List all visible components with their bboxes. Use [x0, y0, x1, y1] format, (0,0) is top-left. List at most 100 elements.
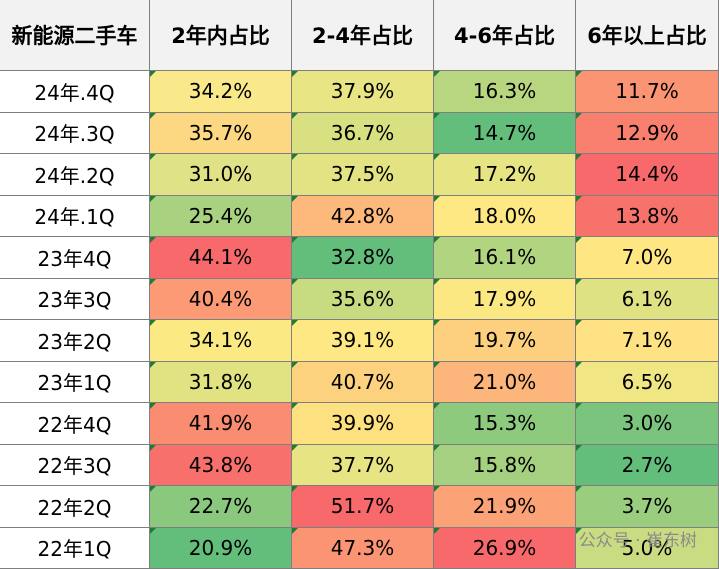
corner-marker: [150, 278, 156, 285]
cell-text: 37.7%: [330, 452, 395, 477]
value-cell: 13.8%: [576, 195, 719, 237]
cell-text: 2.7%: [621, 452, 673, 477]
cell-text: 44.1%: [188, 245, 253, 270]
cell-text: 13.8%: [615, 203, 679, 228]
cell-text: 41.9%: [188, 411, 253, 436]
cell-text: 23年4Q: [37, 246, 112, 271]
row-header: 24年.4Q: [0, 71, 150, 113]
cell-text: 3.7%: [621, 494, 673, 519]
cell-text: 新能源二手车: [11, 24, 138, 48]
corner-marker: [576, 361, 582, 368]
value-cell: 20.9%: [150, 527, 292, 569]
corner-marker: [576, 486, 582, 492]
value-cell: 44.1%: [150, 237, 292, 279]
cell-text: 6年以上占比: [587, 24, 707, 48]
cell-text: 21.0%: [472, 369, 537, 394]
value-cell: 41.9%: [150, 403, 292, 445]
corner-marker: [292, 486, 298, 492]
value-cell: 42.8%: [292, 195, 434, 237]
value-cell: 19.7%: [434, 320, 576, 362]
corner-marker: [434, 486, 440, 492]
cell-text: 35.6%: [330, 286, 395, 311]
corner-marker: [576, 112, 582, 119]
value-cell: 39.9%: [292, 403, 434, 445]
cell-text: 16.1%: [472, 245, 537, 270]
value-cell: 3.0%: [576, 403, 719, 445]
cell-text: 24年.3Q: [34, 122, 115, 147]
corner-marker: [576, 403, 582, 409]
cell-text: 31.0%: [188, 162, 253, 187]
header-cell: 新能源二手车: [0, 0, 150, 71]
header-cell: 2-4年占比: [292, 0, 434, 71]
value-cell: 35.7%: [150, 112, 292, 154]
value-cell: 31.8%: [150, 361, 292, 403]
value-cell: 32.8%: [292, 237, 434, 279]
value-cell: 31.0%: [150, 154, 292, 196]
value-cell: 51.7%: [292, 486, 434, 528]
corner-marker: [576, 278, 582, 285]
value-cell: 43.8%: [150, 444, 292, 486]
corner-marker: [150, 154, 156, 160]
value-cell: 34.2%: [150, 71, 292, 113]
corner-marker: [150, 403, 156, 409]
cell-text: 18.0%: [472, 203, 537, 228]
value-cell: 34.1%: [150, 320, 292, 362]
corner-marker: [150, 71, 156, 77]
value-cell: 21.0%: [434, 361, 576, 403]
corner-marker: [576, 527, 582, 534]
value-cell: 21.9%: [434, 486, 576, 528]
value-cell: 14.4%: [576, 154, 719, 196]
cell-text: 36.7%: [330, 120, 395, 145]
corner-marker: [576, 237, 582, 243]
corner-marker: [292, 195, 298, 202]
row-header: 23年3Q: [0, 278, 150, 320]
row-header: 23年2Q: [0, 320, 150, 362]
value-cell: 5.0%: [576, 527, 719, 569]
corner-marker: [150, 486, 156, 492]
corner-marker: [576, 71, 582, 77]
value-cell: 18.0%: [434, 195, 576, 237]
value-cell: 15.3%: [434, 403, 576, 445]
cell-text: 22年1Q: [37, 537, 112, 562]
corner-marker: [434, 361, 440, 368]
row-header: 24年.1Q: [0, 195, 150, 237]
corner-marker: [434, 320, 440, 326]
cell-text: 16.3%: [472, 79, 537, 104]
cell-text: 21.9%: [472, 494, 537, 519]
cell-text: 20.9%: [188, 535, 253, 560]
value-cell: 15.8%: [434, 444, 576, 486]
row-header: 22年1Q: [0, 527, 150, 569]
value-cell: 39.1%: [292, 320, 434, 362]
value-cell: 40.7%: [292, 361, 434, 403]
value-cell: 40.4%: [150, 278, 292, 320]
row-header: 22年3Q: [0, 444, 150, 486]
value-cell: 16.3%: [434, 71, 576, 113]
cell-text: 31.8%: [188, 369, 253, 394]
cell-text: 19.7%: [472, 328, 537, 353]
corner-marker: [150, 112, 156, 119]
value-cell: 36.7%: [292, 112, 434, 154]
corner-marker: [576, 154, 582, 160]
value-cell: 25.4%: [150, 195, 292, 237]
cell-text: 2-4年占比: [312, 24, 413, 48]
cell-text: 39.1%: [330, 328, 395, 353]
cell-text: 23年2Q: [37, 329, 112, 354]
corner-marker: [150, 444, 156, 451]
value-cell: 37.5%: [292, 154, 434, 196]
value-cell: 6.5%: [576, 361, 719, 403]
cell-text: 37.5%: [330, 162, 395, 187]
value-cell: 16.1%: [434, 237, 576, 279]
cell-text: 6.5%: [621, 369, 673, 394]
corner-marker: [434, 154, 440, 160]
value-cell: 47.3%: [292, 527, 434, 569]
value-cell: 17.2%: [434, 154, 576, 196]
row-header: 23年4Q: [0, 237, 150, 279]
corner-marker: [434, 195, 440, 202]
cell-text: 22年4Q: [37, 412, 112, 437]
value-cell: 12.9%: [576, 112, 719, 154]
corner-marker: [292, 320, 298, 326]
cell-text: 42.8%: [330, 203, 395, 228]
cell-text: 34.1%: [188, 328, 253, 353]
